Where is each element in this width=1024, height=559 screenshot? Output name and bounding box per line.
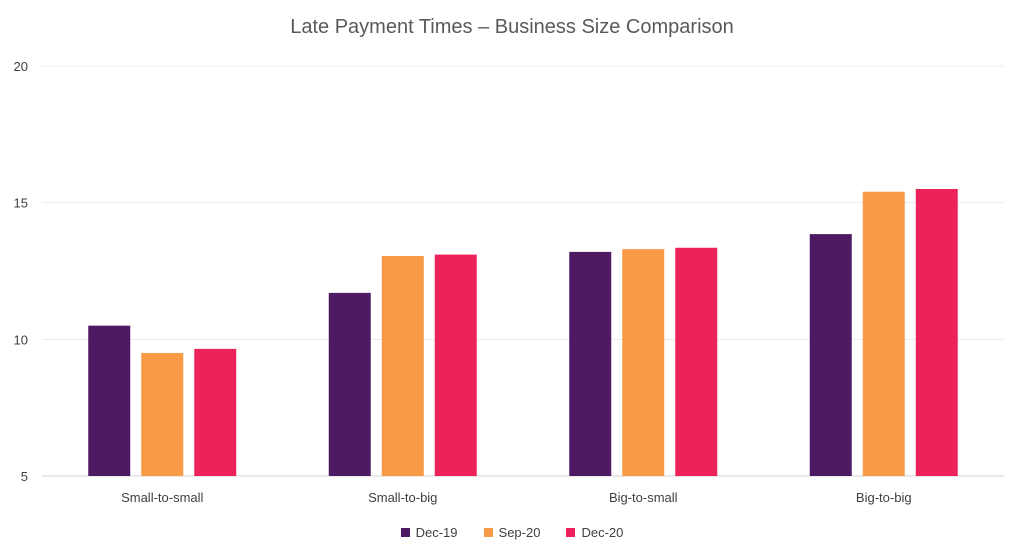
legend-item: Dec-20 <box>566 525 623 540</box>
bar-sep-20 <box>141 353 184 476</box>
legend-label: Sep-20 <box>498 525 541 540</box>
bar-dec-20 <box>434 254 477 476</box>
bar-sep-20 <box>862 191 905 476</box>
legend-label: Dec-20 <box>581 525 624 540</box>
legend-swatch <box>483 528 493 537</box>
bar-dec-20 <box>194 348 237 476</box>
bar-dec-19 <box>88 325 131 476</box>
bar-dec-20 <box>675 247 718 476</box>
bar-dec-19 <box>328 292 371 476</box>
legend-label: Dec-19 <box>415 525 458 540</box>
bar-sep-20 <box>622 249 665 476</box>
legend: Dec-19 Sep-20 Dec-20 <box>0 525 1024 540</box>
legend-swatch <box>400 528 410 537</box>
y-tick-label: 10 <box>14 332 28 347</box>
y-tick-label: 20 <box>14 59 28 74</box>
x-tick-label: Small-to-small <box>121 490 203 505</box>
chart-title: Late Payment Times – Business Size Compa… <box>290 16 734 38</box>
bar-sep-20 <box>381 255 424 476</box>
legend-item: Dec-19 <box>400 525 458 540</box>
x-tick-label: Big-to-big <box>856 490 912 505</box>
legend-item: Sep-20 <box>483 525 541 540</box>
y-tick-label: 15 <box>14 196 28 211</box>
x-tick-label: Big-to-small <box>609 490 678 505</box>
bar-dec-20 <box>915 189 958 476</box>
bar-dec-19 <box>809 234 852 476</box>
x-tick-label: Small-to-big <box>368 490 437 505</box>
legend-swatch <box>566 528 576 537</box>
bar-dec-19 <box>569 251 612 476</box>
y-tick-label: 5 <box>21 469 28 484</box>
